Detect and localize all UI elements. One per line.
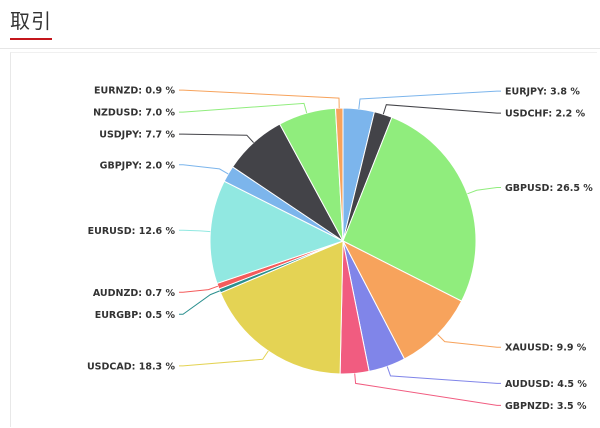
data-label-gbpnzd: GBPNZD: 3.5 % — [505, 401, 587, 412]
leader-line-gbpjpy — [179, 164, 229, 175]
pie-slices — [209, 107, 477, 375]
data-label-xauusd: XAUUSD: 9.9 % — [505, 343, 587, 354]
leader-line-usdchf — [382, 104, 501, 115]
data-label-gbpusd: GBPUSD: 26.5 % — [505, 183, 593, 194]
pie-data-labels: EURJPY: 3.8 % USDCHF: 2.2 % GBPUSD: 26.5 %… — [87, 86, 593, 412]
pie-slice-eurusd[interactable] — [209, 180, 345, 285]
data-label-audusd: AUDUSD: 4.5 % — [505, 379, 587, 390]
leader-line-nzdusd — [179, 102, 308, 114]
data-label-usdcad: USDCAD: 18.3 % — [87, 361, 176, 372]
leader-line-usdjpy — [179, 133, 254, 143]
pie-leader-lines — [179, 89, 501, 406]
header-divider — [0, 48, 600, 49]
title-underline — [10, 38, 52, 40]
pie-slice-xauusd[interactable] — [341, 239, 463, 360]
data-label-eurjpy: EURJPY: 3.8 % — [505, 87, 580, 98]
leader-line-eurusd — [179, 229, 211, 233]
leader-line-audnzd — [179, 285, 219, 293]
data-label-eurusd: EURUSD: 12.6 % — [88, 226, 176, 237]
data-label-usdchf: USDCHF: 2.2 % — [505, 109, 586, 120]
page-header: 取引 — [0, 0, 600, 49]
data-label-gbpjpy: GBPJPY: 2.0 % — [100, 160, 176, 171]
leader-line-gbpusd — [467, 187, 501, 195]
data-label-eurgbp: EURGBP: 0.5 % — [95, 310, 176, 321]
leader-line-xauusd — [437, 334, 501, 348]
data-label-usdjpy: USDJPY: 7.7 % — [99, 130, 175, 141]
data-label-eurnzd: EURNZD: 0.9 % — [94, 86, 175, 97]
leader-line-gbpnzd — [354, 373, 501, 406]
pie-slice-gbpusd[interactable] — [342, 116, 477, 302]
page-title: 取引 — [10, 9, 52, 33]
leader-line-eurnzd — [179, 89, 340, 109]
leader-line-usdcad — [179, 350, 269, 367]
leader-line-audusd — [386, 366, 501, 384]
leader-line-eurgbp — [179, 290, 220, 315]
leader-line-eurjpy — [358, 90, 501, 109]
data-label-audnzd: AUDNZD: 0.7 % — [93, 288, 176, 299]
data-label-nzdusd: NZDUSD: 7.0 % — [93, 108, 175, 119]
